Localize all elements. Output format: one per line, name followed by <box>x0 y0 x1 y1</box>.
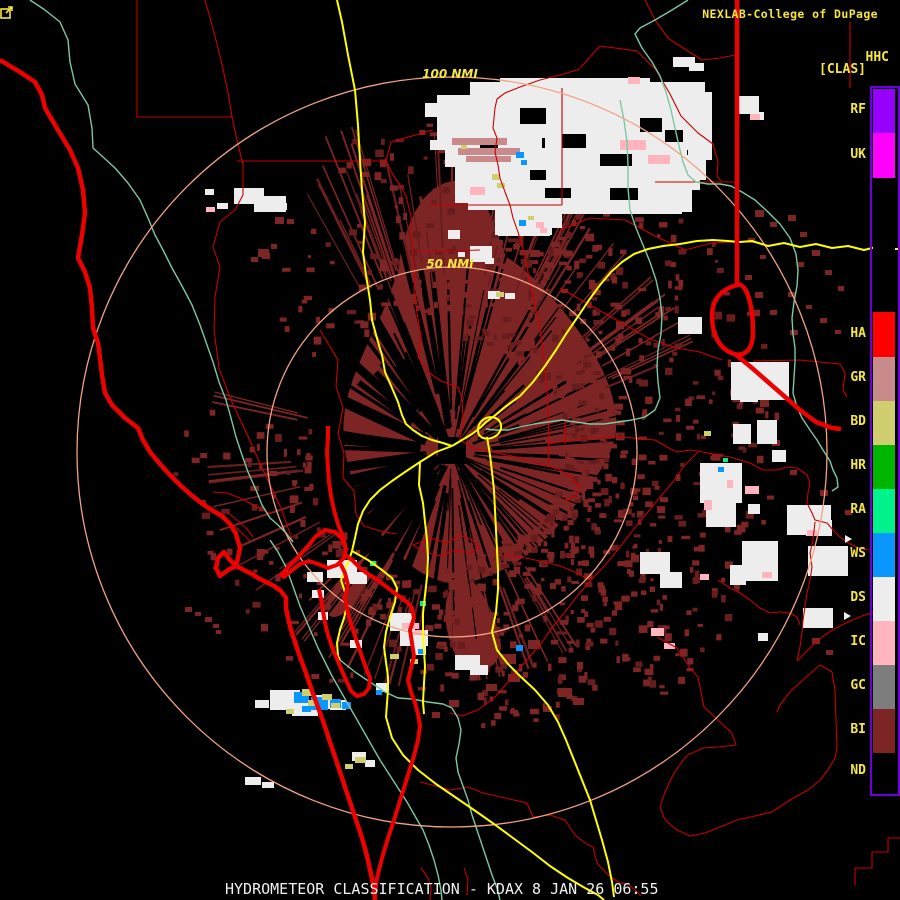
legend-label-WS: WS <box>850 546 866 561</box>
legend-label-RF: RF <box>850 102 866 117</box>
legend-swatch-ND <box>873 753 895 791</box>
nexlab-attribution-link[interactable]: NEXLAB-College of DuPage <box>702 7 878 21</box>
range-ring-label-50nmi: 50 NMI <box>426 257 474 271</box>
legend-label-BI: BI <box>850 722 866 737</box>
legend-label-HR: HR <box>850 458 866 473</box>
legend-swatch-gap <box>873 178 895 312</box>
legend-swatch-GC <box>873 665 895 709</box>
legend-swatch-RA <box>873 489 895 533</box>
range-ring-label-100nmi: 100 NMI <box>422 67 478 81</box>
legend-swatch-DS <box>873 577 895 621</box>
legend-label-DS: DS <box>850 590 866 605</box>
legend-label-ND: ND <box>850 763 866 778</box>
legend-label-BD: BD <box>850 414 866 429</box>
product-code-label: HHC <box>865 50 889 65</box>
legend-swatch-HA <box>873 312 895 357</box>
legend-swatch-WS <box>873 533 895 577</box>
legend-label-GR: GR <box>850 370 866 385</box>
legend-label-UK: UK <box>850 146 866 162</box>
legend-label-RA: RA <box>850 502 866 517</box>
legend-swatch-IC <box>873 621 895 665</box>
external-link-icon[interactable] <box>0 6 13 19</box>
legend-swatch-BI <box>873 709 895 753</box>
legend-label-GC: GC <box>850 678 866 693</box>
legend-color-bar-border <box>870 86 900 796</box>
legend-label-IC: IC <box>850 634 866 649</box>
legend-swatch-HR <box>873 445 895 489</box>
product-mode-label: [CLAS] <box>819 62 866 77</box>
legend-swatch-GR <box>873 357 895 401</box>
legend-swatch-RF <box>873 89 895 133</box>
legend-label-HA: HA <box>850 325 866 341</box>
status-bar-title: HYDROMETEOR CLASSIFICATION - KDAX 8 JAN … <box>225 880 659 898</box>
legend-swatch-UK <box>873 133 895 178</box>
legend-swatch-BD <box>873 401 895 445</box>
